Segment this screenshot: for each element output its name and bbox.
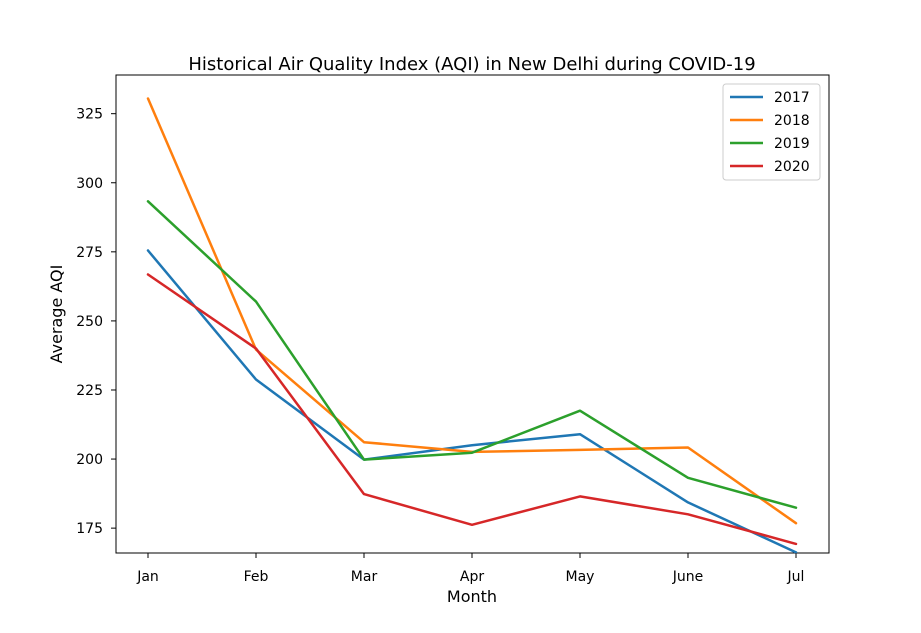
- legend-label-2017: 2017: [774, 90, 810, 106]
- y-tick-label: 300: [76, 176, 103, 192]
- plot-area-frame: [115, 74, 830, 554]
- y-tick-label: 175: [76, 521, 103, 537]
- y-axis-label: Average AQI: [47, 265, 66, 364]
- x-tick-label: Feb: [244, 569, 269, 585]
- legend: 2017 2018 2019 2020: [722, 83, 821, 181]
- series-line-2019: [146, 200, 798, 509]
- x-tick-label: Mar: [351, 569, 378, 585]
- y-tick-label: 225: [76, 383, 103, 399]
- y-tick-label: 325: [76, 107, 103, 123]
- series-line-2017: [146, 249, 798, 554]
- legend-frame: [722, 83, 821, 181]
- x-tick-label: June: [672, 569, 704, 585]
- series-layer: [146, 97, 798, 554]
- x-tick-label: Apr: [460, 569, 484, 585]
- legend-label-2020: 2020: [774, 159, 810, 175]
- legend-label-2019: 2019: [774, 136, 810, 152]
- legend-label-2018: 2018: [774, 113, 810, 129]
- x-axis-label: Month: [447, 587, 497, 606]
- y-axis-ticks: 175 200 225 250 275 300 325: [76, 107, 116, 537]
- y-tick-label: 200: [76, 452, 103, 468]
- series-line-2018: [146, 97, 798, 525]
- x-axis-ticks: Jan Feb Mar Apr May June Jul: [136, 553, 804, 585]
- x-tick-label: Jul: [787, 569, 805, 585]
- y-tick-label: 275: [76, 245, 103, 261]
- x-tick-label: May: [566, 569, 595, 585]
- y-tick-label: 250: [76, 314, 103, 330]
- series-line-2020: [146, 273, 798, 546]
- x-tick-label: Jan: [136, 569, 159, 585]
- chart-title: Historical Air Quality Index (AQI) in Ne…: [188, 54, 755, 75]
